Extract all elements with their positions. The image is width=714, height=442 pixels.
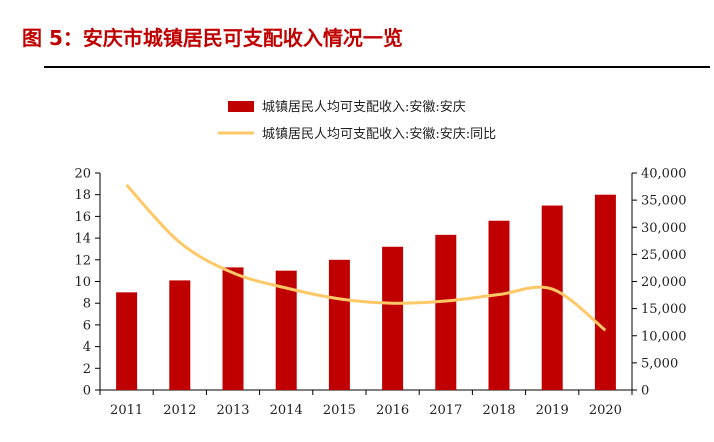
- x-tick-label: 2011: [110, 403, 143, 418]
- y-left-tick-label: 16: [74, 210, 91, 225]
- y-right-tick-label: 35,000: [641, 194, 687, 209]
- x-tick-label: 2018: [482, 403, 515, 418]
- legend-label-line: 城镇居民人均可支配收入:安徽:安庆:同比: [262, 127, 496, 142]
- bar: [275, 270, 297, 390]
- yoy-line: [125, 183, 607, 332]
- x-tick-label: 2013: [216, 403, 249, 418]
- figure-title: 图 5：安庆市城镇居民可支配收入情况一览: [22, 26, 403, 50]
- axes: 0 2 4 6 8 10 12 14 16 18 20 0 5,000 10,000 15,000 20,00…: [74, 167, 686, 419]
- y-right-tick-label: 5,000: [641, 356, 678, 371]
- x-tick-label: 2015: [323, 403, 356, 418]
- line-series: [125, 183, 607, 332]
- bar: [594, 194, 616, 390]
- bar: [488, 220, 510, 390]
- x-tick-label: 2019: [536, 403, 569, 418]
- y-right-tick-label: 20,000: [641, 275, 687, 290]
- x-tick-label: 2016: [376, 403, 409, 418]
- y-left-tick-label: 8: [83, 297, 91, 312]
- y-left-tick-label: 14: [74, 232, 91, 247]
- y-left-tick-label: 4: [83, 340, 91, 355]
- y-left-tick-label: 6: [83, 318, 91, 333]
- bar: [435, 234, 457, 390]
- y-left-tick-label: 20: [74, 167, 91, 182]
- bar-series: [116, 194, 616, 390]
- bar: [541, 205, 563, 390]
- y-right-tick-label: 10,000: [641, 329, 687, 344]
- bar: [328, 259, 350, 390]
- y-right-tick-label: 30,000: [641, 221, 687, 236]
- y-left-tick-label: 18: [74, 188, 91, 203]
- bar: [116, 292, 138, 390]
- y-left-tick-label: 12: [74, 253, 91, 268]
- y-right-tick-label: 0: [641, 384, 649, 399]
- x-tick-label: 2020: [589, 403, 622, 418]
- bar: [222, 267, 244, 390]
- bar: [169, 280, 191, 390]
- y-left-tick-label: 10: [74, 275, 91, 290]
- legend-swatch-bar: [228, 101, 254, 112]
- y-right-tick-label: 15,000: [641, 302, 687, 317]
- x-tick-label: 2014: [270, 403, 303, 418]
- title-rule: [44, 66, 710, 68]
- y-left-tick-label: 2: [83, 362, 91, 377]
- y-right-tick-label: 40,000: [641, 167, 687, 182]
- y-right-tick-label: 25,000: [641, 248, 687, 263]
- y-left-tick-label: 0: [83, 384, 91, 399]
- bar: [382, 246, 404, 390]
- legend-label-bar: 城镇居民人均可支配收入:安徽:安庆: [262, 100, 466, 115]
- x-tick-label: 2017: [429, 403, 462, 418]
- x-tick-label: 2012: [163, 403, 196, 418]
